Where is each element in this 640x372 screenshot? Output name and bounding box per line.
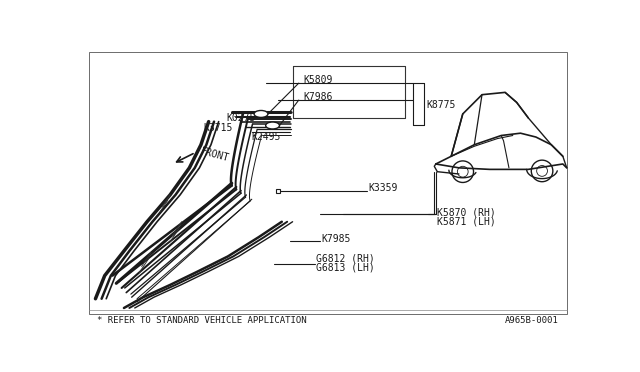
Text: FRONT: FRONT: [200, 146, 230, 163]
Text: K0275: K0275: [227, 113, 256, 123]
Text: K5871 (LH): K5871 (LH): [437, 217, 496, 227]
Text: * REFER TO STANDARD VEHICLE APPLICATION: * REFER TO STANDARD VEHICLE APPLICATION: [97, 316, 307, 325]
Text: K2495: K2495: [251, 132, 280, 142]
Text: K7985: K7985: [322, 234, 351, 244]
Text: K3359: K3359: [368, 183, 397, 193]
Text: G6813 (LH): G6813 (LH): [316, 263, 375, 273]
Text: G6812 (RH): G6812 (RH): [316, 254, 375, 264]
Text: K5809: K5809: [303, 75, 333, 85]
Ellipse shape: [266, 122, 280, 129]
Ellipse shape: [254, 110, 268, 118]
Text: K3715: K3715: [204, 123, 232, 133]
Text: K5870 (RH): K5870 (RH): [437, 208, 496, 218]
Text: K8775: K8775: [427, 100, 456, 110]
Bar: [276, 189, 280, 193]
Text: K7986: K7986: [303, 92, 333, 102]
Text: A965B-0001: A965B-0001: [505, 316, 559, 325]
